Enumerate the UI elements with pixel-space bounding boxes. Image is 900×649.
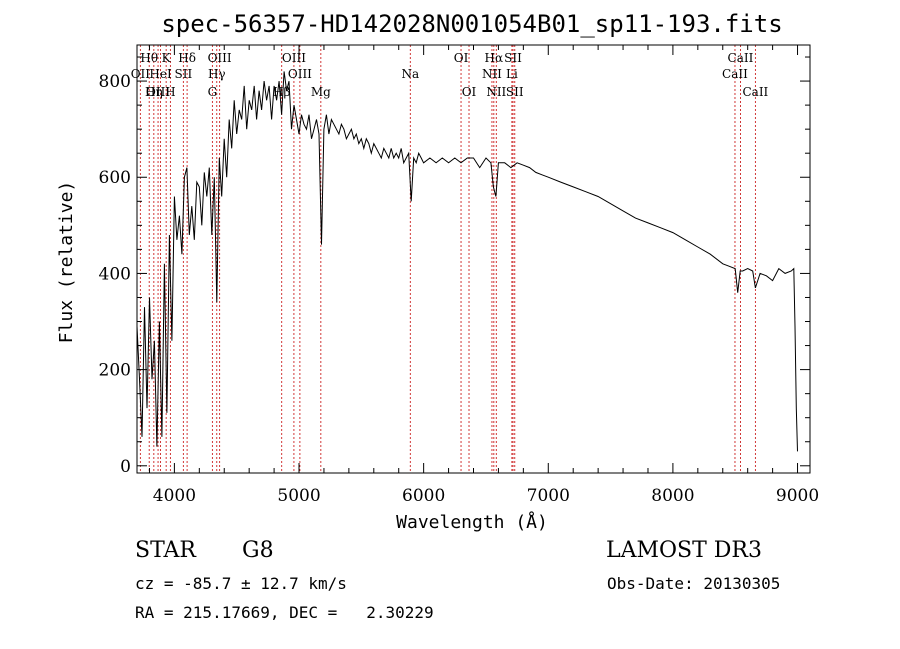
- line-label: HeI: [149, 67, 172, 81]
- survey-name: LAMOST DR3: [606, 538, 762, 563]
- y-tick-label: 200: [99, 361, 131, 381]
- flux-series-line: [136, 71, 798, 452]
- x-tick-label: 8000: [651, 486, 694, 506]
- y-tick-label: 0: [120, 457, 131, 477]
- radial-velocity: cz = -85.7 ± 12.7 km/s: [135, 574, 347, 593]
- y-tick-label: 800: [99, 72, 131, 92]
- y-tick-label: 400: [99, 264, 131, 284]
- line-label: OIII: [146, 85, 170, 99]
- sky-coordinates: RA = 215.17669, DEC = 2.30229: [135, 603, 434, 622]
- line-label: Hθ: [140, 51, 158, 65]
- observation-date: Obs-Date: 20130305: [607, 574, 781, 593]
- line-label: Hγ: [208, 67, 226, 81]
- line-label: OII: [131, 67, 151, 81]
- y-axis-label: Flux (relative): [56, 181, 77, 344]
- line-label: SII: [504, 51, 522, 65]
- line-label: Hη: [145, 85, 163, 99]
- line-label: Hδ: [178, 51, 196, 65]
- x-tick-label: 9000: [776, 486, 819, 506]
- line-label: H: [165, 85, 175, 99]
- y-tick-label: 600: [99, 168, 131, 188]
- x-tick-label: 6000: [402, 486, 445, 506]
- line-label: NII: [482, 67, 502, 81]
- line-label: SII: [506, 85, 524, 99]
- chart-title: spec-56357-HD142028N001054B01_sp11-193.f…: [161, 10, 782, 38]
- x-axis-label: Wavelength (Å): [396, 511, 548, 533]
- line-label: SII: [175, 67, 193, 81]
- line-label: Li: [506, 67, 518, 81]
- line-label: CaII: [742, 85, 768, 99]
- spectral-subclass: G8: [242, 538, 274, 563]
- line-label: OIII: [288, 67, 312, 81]
- line-label: Hα: [485, 51, 504, 65]
- x-axis-ticks: 4000 5000 6000 7000 8000 9000: [148, 45, 819, 506]
- line-label: NII: [486, 85, 506, 99]
- x-tick-label: 7000: [527, 486, 570, 506]
- line-label: K: [162, 51, 172, 65]
- line-label: Na: [401, 67, 419, 81]
- spectral-line-markers: [139, 45, 756, 473]
- x-tick-label: 5000: [277, 486, 320, 506]
- line-label: Mg: [311, 85, 331, 99]
- line-label: OI: [454, 51, 469, 65]
- line-label: OIII: [282, 51, 306, 65]
- line-label: OI: [462, 85, 477, 99]
- plot-frame: [136, 44, 811, 474]
- x-tick-label: 4000: [153, 486, 196, 506]
- object-class: STAR: [135, 538, 196, 563]
- line-label: CaII: [728, 51, 754, 65]
- y-axis-ticks: 0 200 400 600 800: [99, 56, 810, 477]
- line-label: G: [208, 85, 218, 99]
- line-label: CaII: [722, 67, 748, 81]
- line-label: OIII: [208, 51, 232, 65]
